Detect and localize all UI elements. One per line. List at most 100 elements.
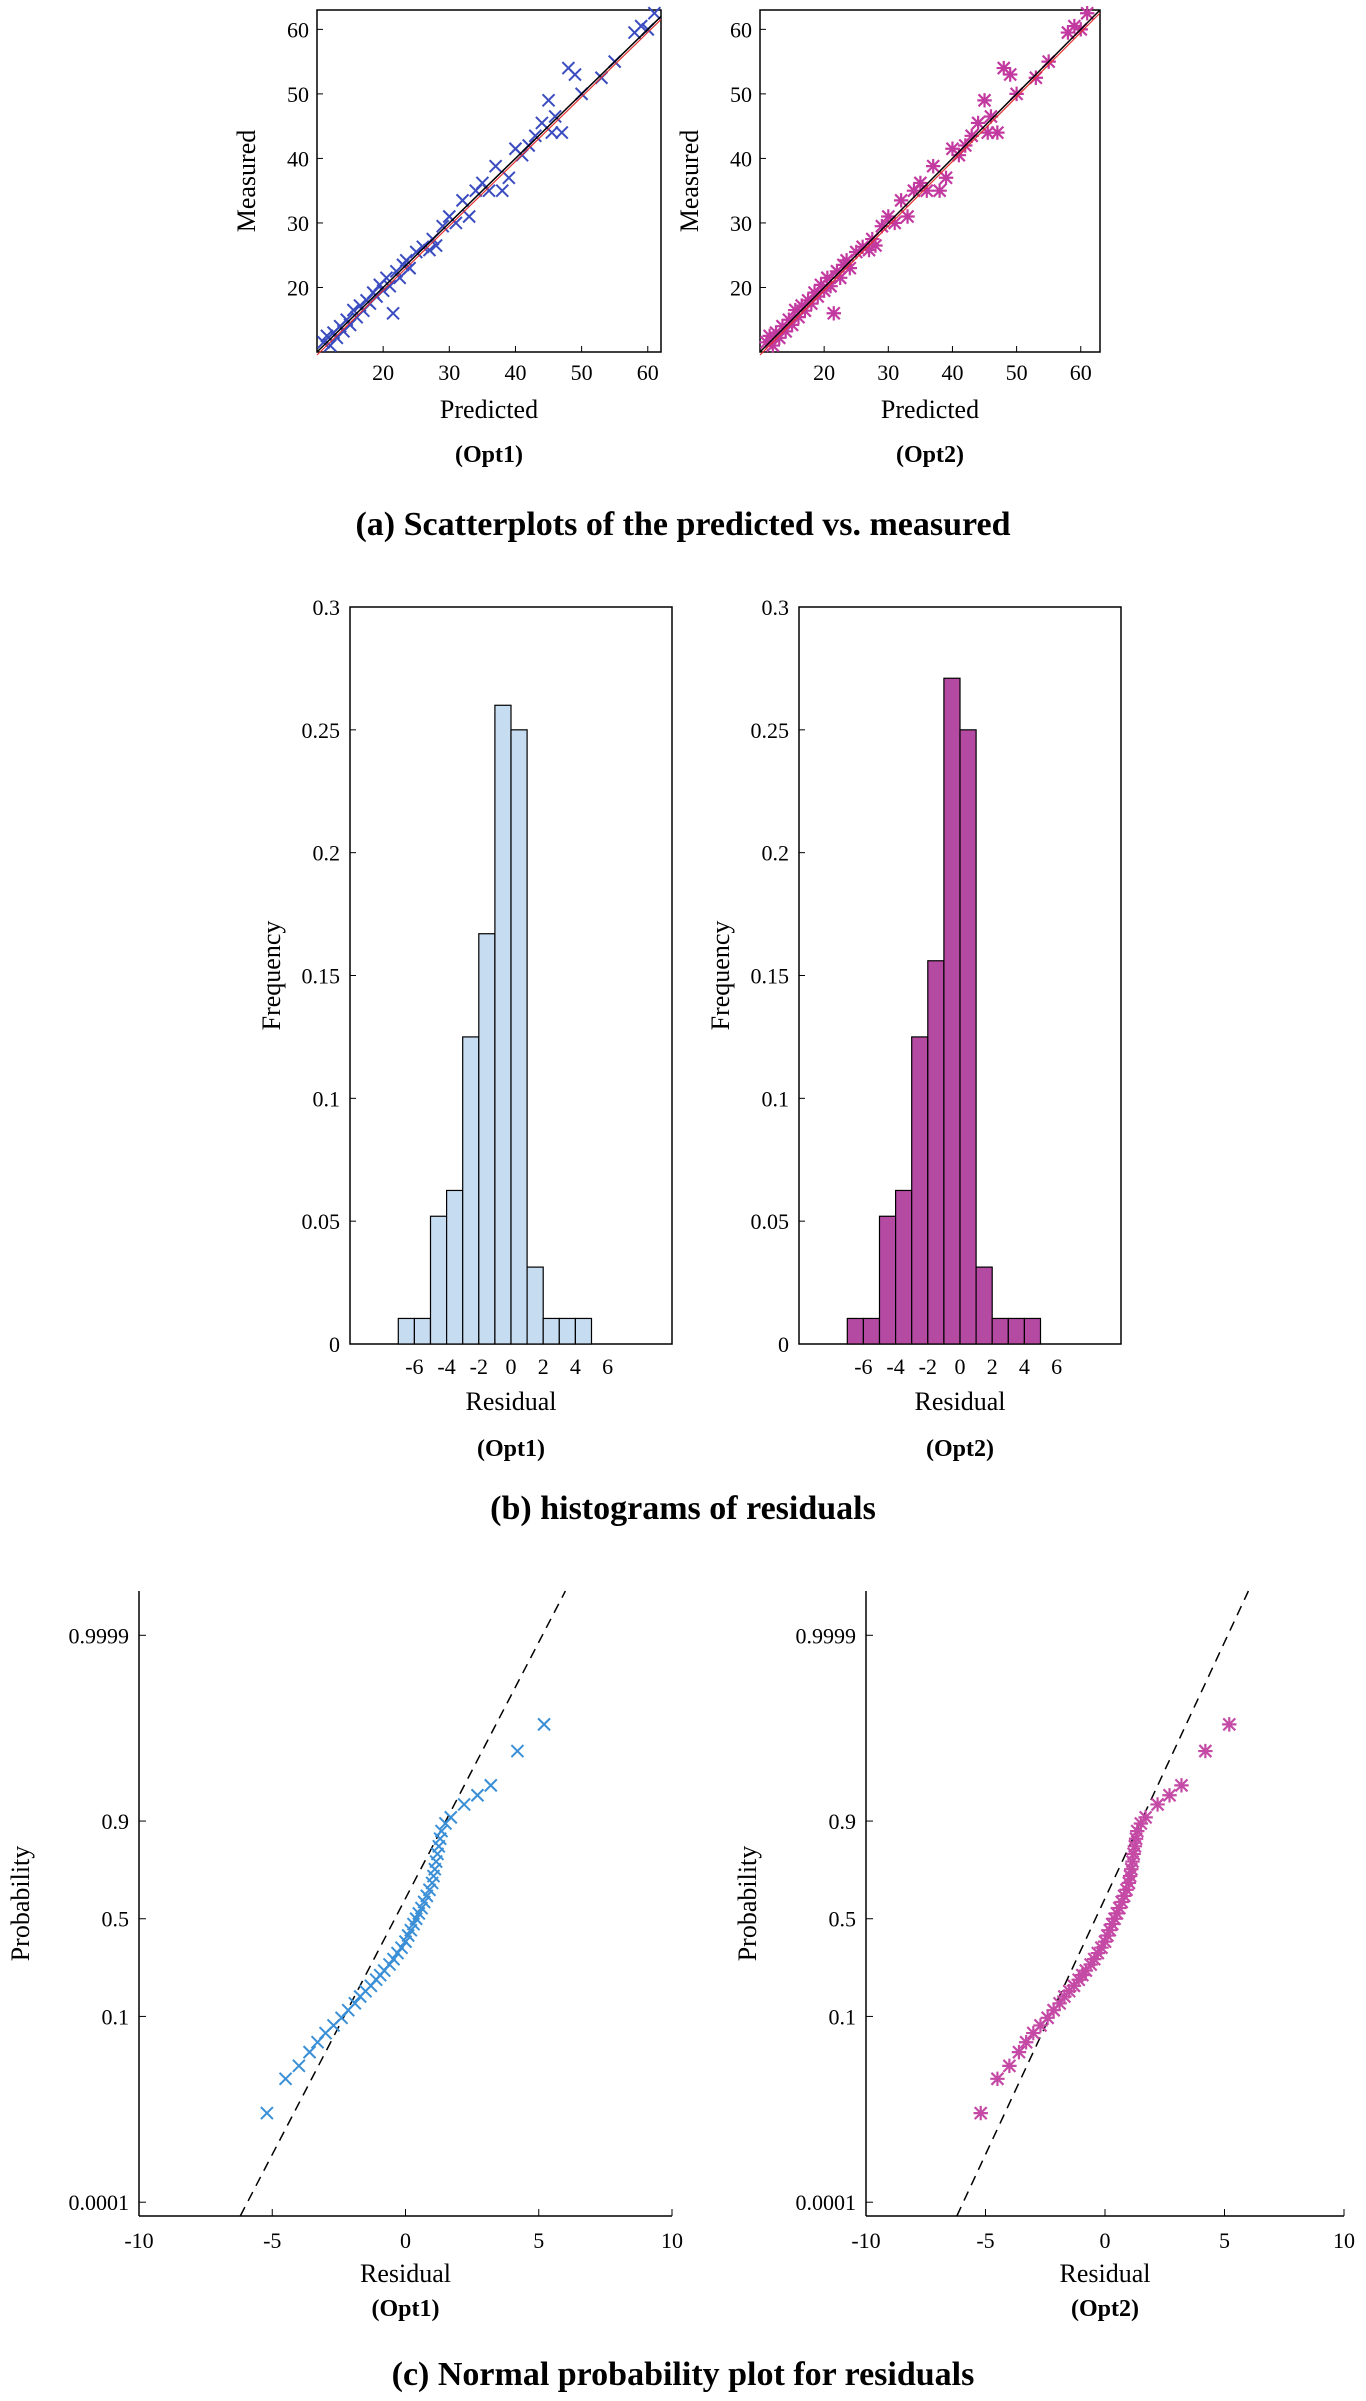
x-tick-label: 30 bbox=[438, 360, 460, 385]
data-point bbox=[435, 219, 450, 233]
fit-line bbox=[316, 19, 662, 356]
histogram-bar bbox=[574, 1317, 593, 1345]
histogram-bar bbox=[975, 1266, 993, 1345]
data-point bbox=[416, 240, 430, 254]
data-point bbox=[759, 335, 774, 350]
y-tick-label: 30 bbox=[287, 211, 309, 236]
x-tick-label: 5 bbox=[533, 2228, 544, 2253]
data-point bbox=[1119, 1882, 1134, 1897]
data-point bbox=[1138, 1810, 1153, 1825]
data-point bbox=[484, 1778, 498, 1793]
x-tick-label: 10 bbox=[1333, 2228, 1355, 2253]
data-point bbox=[348, 1996, 362, 2011]
data-point bbox=[826, 306, 841, 321]
histogram-bar bbox=[397, 1317, 415, 1345]
histogram-bar bbox=[510, 729, 528, 1345]
histogram-opt1: -6 -4 -2 0 2 4 600.050.10.150.20.250.3Residual… bbox=[257, 595, 673, 1462]
data-point bbox=[1094, 1940, 1109, 1955]
x-tick-label: 0 bbox=[1100, 2228, 1111, 2253]
normal-probability-plot-opt1: -10 -5 0 5 10 0.0001 0.1 0.5 0.9 0.9999 Residual Pr… bbox=[6, 1590, 683, 2322]
y-tick-label: 0.15 bbox=[751, 964, 790, 989]
x-tick-label: 50 bbox=[571, 360, 593, 385]
data-point bbox=[839, 253, 854, 268]
data-point bbox=[1040, 2010, 1055, 2026]
data-point bbox=[829, 264, 845, 279]
y-tick-label: 20 bbox=[287, 275, 309, 300]
x-tick-label: 30 bbox=[877, 360, 899, 385]
y-tick-label: 0.3 bbox=[313, 595, 341, 620]
option-label: (Opt1) bbox=[477, 1436, 545, 1462]
data-point bbox=[938, 170, 954, 185]
data-point bbox=[1116, 1888, 1132, 1904]
data-point bbox=[548, 109, 562, 124]
data-point bbox=[482, 183, 496, 198]
data-point bbox=[990, 2071, 1005, 2086]
data-point bbox=[990, 125, 1005, 140]
y-axis-label: Frequency bbox=[257, 921, 286, 1031]
x-tick-label: 6 bbox=[602, 1354, 613, 1379]
y-tick-label: 0.0001 bbox=[796, 2190, 857, 2215]
caption-c: (c) Normal probability plot for residual… bbox=[392, 2356, 975, 2393]
data-point bbox=[900, 209, 915, 224]
y-tick-label: 0.05 bbox=[302, 1209, 341, 1234]
data-point bbox=[1002, 67, 1018, 82]
option-label: (Opt1) bbox=[372, 2296, 440, 2322]
reference-line bbox=[239, 1590, 567, 2217]
data-point bbox=[1067, 18, 1082, 34]
data-point bbox=[781, 312, 797, 327]
data-point bbox=[1107, 1911, 1122, 1926]
histogram-bar bbox=[894, 1189, 913, 1345]
histogram-bar bbox=[1007, 1317, 1025, 1345]
data-point bbox=[462, 209, 476, 224]
data-point bbox=[1046, 2003, 1061, 2018]
data-point bbox=[541, 93, 556, 108]
x-tick-label: 20 bbox=[813, 360, 835, 385]
data-point bbox=[919, 183, 934, 198]
data-point bbox=[932, 183, 947, 198]
data-point bbox=[502, 171, 516, 185]
x-axis-label: Predicted bbox=[881, 395, 979, 424]
data-point bbox=[292, 2059, 306, 2073]
y-axis-label: Probability bbox=[6, 1846, 35, 1962]
data-point bbox=[791, 309, 806, 325]
data-point bbox=[429, 238, 443, 253]
y-tick-label: 0 bbox=[329, 1332, 340, 1357]
data-point bbox=[1102, 1922, 1117, 1938]
data-point bbox=[1002, 2058, 1017, 2074]
x-tick-label: -10 bbox=[124, 2228, 153, 2253]
x-tick-label: 20 bbox=[372, 360, 394, 385]
data-point bbox=[832, 270, 848, 285]
data-point bbox=[1100, 1928, 1115, 1943]
data-point bbox=[980, 125, 995, 140]
scatter-plot-opt1: 20 30 40 50 60 20 30 40 50 60 Predicted Measured (Op… bbox=[232, 6, 662, 468]
data-point bbox=[1097, 1934, 1113, 1949]
x-tick-label: 60 bbox=[1070, 360, 1092, 385]
scatter-plot-opt2: 20 30 40 50 60 20 30 40 50 60 Predicted Measured (Op… bbox=[675, 6, 1101, 468]
data-point bbox=[797, 303, 813, 318]
x-tick-label: 2 bbox=[987, 1354, 998, 1379]
x-tick-label: -6 bbox=[405, 1354, 423, 1379]
data-point bbox=[945, 141, 960, 156]
x-tick-label: 10 bbox=[661, 2228, 683, 2253]
data-point bbox=[1198, 1743, 1213, 1759]
data-point bbox=[1124, 1862, 1139, 1877]
data-point bbox=[1222, 1717, 1237, 1732]
y-tick-label: 50 bbox=[730, 82, 752, 107]
y-tick-label: 0.1 bbox=[762, 1086, 790, 1111]
data-point bbox=[1018, 2035, 1034, 2050]
data-point bbox=[775, 318, 790, 334]
y-tick-label: 0.5 bbox=[829, 1907, 857, 1932]
histogram-bar bbox=[911, 1036, 929, 1345]
x-axis-label: Residual bbox=[1060, 2259, 1151, 2288]
x-tick-label: 2 bbox=[538, 1354, 549, 1379]
fit-line bbox=[759, 12, 1101, 356]
data-point bbox=[386, 306, 400, 320]
data-point bbox=[996, 60, 1011, 76]
reference-line bbox=[316, 15, 662, 353]
data-point bbox=[278, 2072, 293, 2086]
y-tick-label: 60 bbox=[730, 17, 752, 42]
x-axis-label: Residual bbox=[915, 1387, 1006, 1416]
data-point bbox=[861, 242, 877, 258]
data-point bbox=[488, 159, 503, 173]
